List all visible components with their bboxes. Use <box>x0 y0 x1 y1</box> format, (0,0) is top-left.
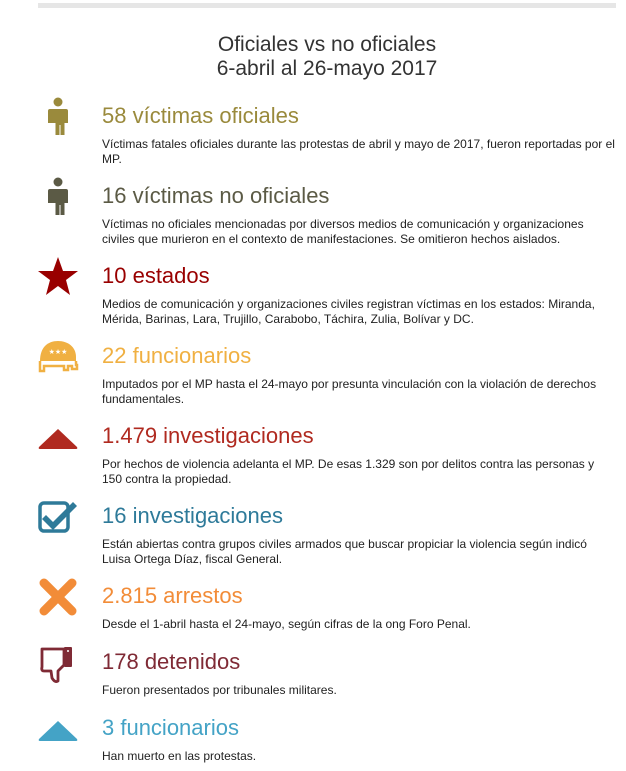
stat-heading: 2.815 arrestos <box>102 583 243 608</box>
stat-heading: 1.479 investigaciones <box>102 423 314 448</box>
stat-description: Fueron presentados por tribunales milita… <box>102 683 337 697</box>
title-line-2: 6-abril al 26-mayo 2017 <box>216 57 438 80</box>
stat-description: Víctimas no oficiales mencionadas por di… <box>102 217 584 246</box>
stat-heading: 16 investigaciones <box>102 503 284 528</box>
stat-heading: 3 funcionarios <box>102 715 239 740</box>
stat-description: Imputados por el MP hasta el 24-mayo por… <box>102 377 597 406</box>
thumbs-down-icon <box>36 641 80 685</box>
stat-description: Por hechos de violencia adelanta el MP. … <box>102 457 595 486</box>
x-icon <box>36 575 80 619</box>
stat-description: Desde el 1-abril hasta el 24-mayo, según… <box>102 617 471 631</box>
elephant-icon: ★★★ <box>36 335 80 379</box>
stat-heading: 16 víctimas no oficiales <box>102 183 330 208</box>
star-icon <box>36 255 80 299</box>
stat-heading: 178 detenidos <box>102 649 241 674</box>
stat-description: Medios de comunicación y organizaciones … <box>102 297 595 326</box>
triangle-up-icon <box>36 713 80 757</box>
person-icon <box>36 95 80 139</box>
page-title: Oficiales vs no oficiales 6-abril al 26-… <box>38 33 616 81</box>
stat-heading: 10 estados <box>102 263 210 288</box>
person-icon <box>36 175 80 219</box>
svg-text:★★★: ★★★ <box>49 348 68 356</box>
stat-description: Han muerto en las protestas. <box>102 749 257 763</box>
stat-description: Víctimas fatales oficiales durante las p… <box>102 137 615 166</box>
top-divider <box>38 3 616 8</box>
triangle-up-icon <box>36 421 80 465</box>
checkbox-icon <box>36 495 80 539</box>
title-line-1: Oficiales vs no oficiales <box>217 33 437 56</box>
stat-description: Están abiertas contra grupos civiles arm… <box>102 537 587 566</box>
stat-heading: 58 víctimas oficiales <box>102 103 299 128</box>
stat-heading: 22 funcionarios <box>102 343 252 368</box>
